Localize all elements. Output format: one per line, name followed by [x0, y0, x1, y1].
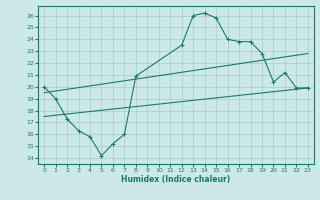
X-axis label: Humidex (Indice chaleur): Humidex (Indice chaleur): [121, 175, 231, 184]
